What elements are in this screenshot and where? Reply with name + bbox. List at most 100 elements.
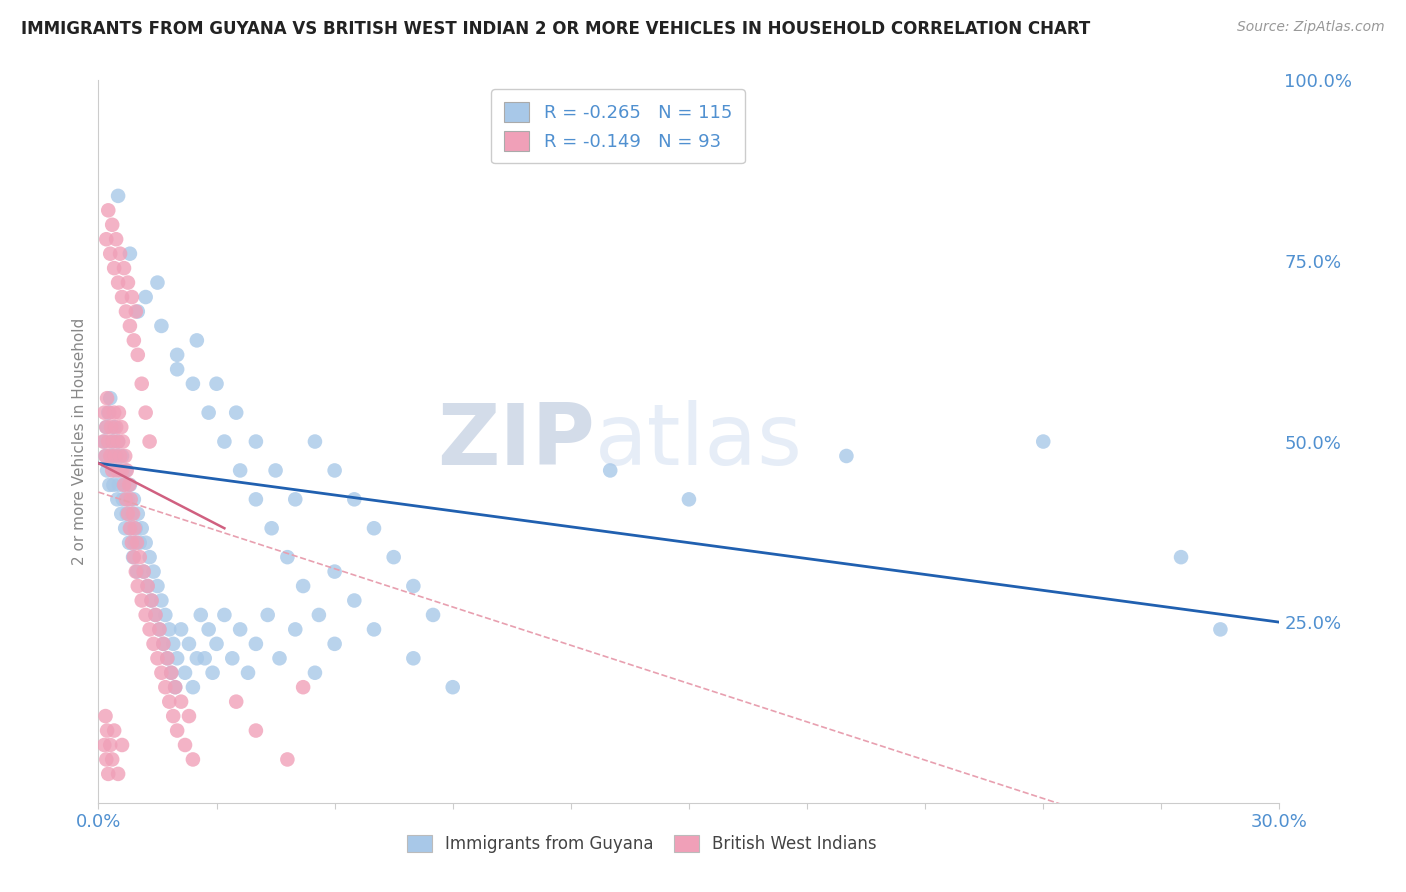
Point <box>141 593 163 607</box>
Point <box>105 232 128 246</box>
Point <box>108 406 131 420</box>
Point <box>98 449 121 463</box>
Point <box>835 449 858 463</box>
Point <box>363 521 385 535</box>
Point <box>122 550 145 565</box>
Point <box>177 709 200 723</box>
Point <box>136 579 159 593</box>
Point <box>101 434 124 449</box>
Point <box>177 637 200 651</box>
Text: Source: ZipAtlas.com: Source: ZipAtlas.com <box>1237 20 1385 34</box>
Point <box>96 420 118 434</box>
Point <box>166 651 188 665</box>
Point <box>117 276 139 290</box>
Point <box>145 607 167 622</box>
Point <box>127 507 149 521</box>
Point <box>323 637 346 651</box>
Point <box>152 637 174 651</box>
Point <box>105 492 128 507</box>
Point <box>122 507 145 521</box>
Point <box>165 680 187 694</box>
Point <box>174 665 197 680</box>
Point <box>292 680 315 694</box>
Point <box>402 579 425 593</box>
Point <box>93 738 115 752</box>
Point <box>197 406 219 420</box>
Point <box>97 767 120 781</box>
Point <box>186 651 208 665</box>
Point <box>108 463 131 477</box>
Point <box>138 550 160 565</box>
Point <box>120 521 142 535</box>
Point <box>94 709 117 723</box>
Point <box>125 565 148 579</box>
Point <box>284 492 307 507</box>
Point <box>148 623 170 637</box>
Point <box>135 290 157 304</box>
Point <box>155 680 177 694</box>
Point <box>156 651 179 665</box>
Point <box>599 463 621 477</box>
Point <box>138 434 160 449</box>
Point <box>118 478 141 492</box>
Point <box>127 579 149 593</box>
Point <box>201 665 224 680</box>
Point <box>166 723 188 738</box>
Point <box>181 752 204 766</box>
Point <box>229 463 252 477</box>
Y-axis label: 2 or more Vehicles in Household: 2 or more Vehicles in Household <box>72 318 87 566</box>
Point <box>96 232 118 246</box>
Point <box>98 738 121 752</box>
Point <box>101 218 124 232</box>
Point <box>96 420 118 434</box>
Point <box>135 406 157 420</box>
Point <box>121 290 143 304</box>
Point <box>127 348 149 362</box>
Point <box>97 406 120 420</box>
Point <box>135 607 157 622</box>
Point <box>93 406 115 420</box>
Point <box>157 695 180 709</box>
Point <box>108 478 131 492</box>
Point <box>186 334 208 348</box>
Point <box>105 463 128 477</box>
Point <box>402 651 425 665</box>
Point <box>194 651 217 665</box>
Point <box>152 637 174 651</box>
Point <box>101 463 124 477</box>
Point <box>96 752 118 766</box>
Point <box>118 521 141 535</box>
Point <box>107 767 129 781</box>
Point <box>122 550 145 565</box>
Point <box>115 463 138 477</box>
Point <box>205 376 228 391</box>
Point <box>225 695 247 709</box>
Point <box>343 492 366 507</box>
Point <box>276 752 298 766</box>
Point <box>93 434 115 449</box>
Point <box>156 651 179 665</box>
Point <box>105 420 128 434</box>
Point <box>166 348 188 362</box>
Point <box>128 535 150 549</box>
Point <box>190 607 212 622</box>
Point <box>124 535 146 549</box>
Point <box>125 521 148 535</box>
Point <box>214 607 236 622</box>
Point <box>1170 550 1192 565</box>
Point <box>131 376 153 391</box>
Point <box>115 492 138 507</box>
Point <box>363 623 385 637</box>
Point <box>115 463 138 477</box>
Point <box>125 565 148 579</box>
Point <box>103 434 125 449</box>
Point <box>150 318 173 333</box>
Point <box>214 434 236 449</box>
Point <box>112 478 135 492</box>
Point <box>142 637 165 651</box>
Point <box>111 449 134 463</box>
Point <box>304 434 326 449</box>
Point <box>245 637 267 651</box>
Point <box>117 507 139 521</box>
Point <box>96 391 118 405</box>
